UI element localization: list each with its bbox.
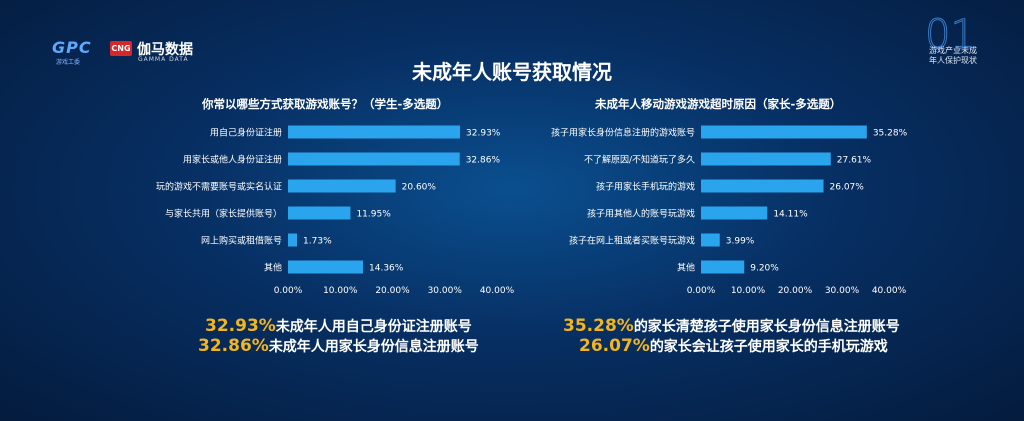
highlight-pct: 35.28% — [563, 316, 634, 336]
category-label: 用自己身份证注册 — [210, 127, 282, 139]
highlight-left-1: 32.93%未成年人用自己身份证注册账号 — [205, 316, 472, 336]
value-label: 32.86% — [466, 156, 501, 166]
value-label: 3.99% — [726, 237, 755, 247]
x-tick-label: 0.00% — [274, 286, 303, 296]
highlight-left-2: 32.86%未成年人用家长身份信息注册账号 — [198, 336, 479, 356]
value-label: 27.61% — [837, 156, 872, 166]
highlight-pct: 32.93% — [205, 316, 276, 336]
x-tick-label: 30.00% — [428, 286, 463, 296]
highlight-pct: 26.07% — [579, 336, 650, 356]
category-label: 其他 — [677, 262, 695, 274]
cng-logo-name: 伽马数据 — [137, 42, 193, 58]
left-chart-title: 你常以哪些方式获取游戏账号？（学生-多选题） — [202, 97, 449, 111]
category-label: 孩子用家长身份信息注册的游戏账号 — [551, 127, 695, 139]
bar — [288, 125, 461, 139]
highlight-text: 未成年人用自己身份证注册账号 — [275, 319, 472, 335]
bar — [288, 179, 396, 193]
section-label: 游戏产业未成 年人保护现状 — [923, 46, 983, 66]
x-tick-label: 10.00% — [731, 286, 766, 296]
bar — [701, 179, 824, 193]
highlight-right-1: 35.28%的家长清楚孩子使用家长身份信息注册账号 — [563, 316, 900, 336]
highlight-text: 的家长清楚孩子使用家长身份信息注册账号 — [633, 319, 900, 335]
chart-0: 用自己身份证注册 32.93% 用家长或他人身份证注册 32.86% 玩的游戏不需要账号… — [156, 125, 515, 296]
bar — [288, 260, 364, 274]
right-chart-title: 未成年人移动游戏游戏超时原因（家长-多选题） — [595, 97, 842, 111]
cng-logo-subtitle: GAMMA DATA — [138, 56, 189, 63]
x-tick-label: 40.00% — [872, 286, 907, 296]
x-tick-label: 40.00% — [480, 286, 515, 296]
x-tick-label: 30.00% — [825, 286, 860, 296]
bar — [288, 206, 351, 220]
value-label: 11.95% — [356, 210, 391, 220]
value-label: 1.73% — [303, 237, 332, 247]
highlight-right-2: 26.07%的家长会让孩子使用家长的手机玩游戏 — [579, 336, 888, 356]
x-tick-label: 10.00% — [323, 286, 358, 296]
chart-1: 孩子用家长身份信息注册的游戏账号 35.28% 不了解原因/不知道玩了多久 27.61… — [551, 125, 908, 296]
highlight-text: 的家长会让孩子使用家长的手机玩游戏 — [649, 339, 888, 355]
highlight-text: 未成年人用家长身份信息注册账号 — [268, 339, 479, 355]
category-label: 孩子在网上租或者买账号玩游戏 — [569, 235, 695, 247]
highlight-pct: 32.86% — [198, 336, 269, 356]
bar — [701, 206, 768, 220]
category-label: 用家长或他人身份证注册 — [183, 154, 282, 166]
bar — [701, 152, 831, 166]
section-number: 01 — [925, 12, 977, 59]
category-label: 孩子用其他人的账号玩游戏 — [587, 208, 695, 220]
value-label: 14.11% — [773, 210, 808, 220]
value-label: 35.28% — [873, 129, 908, 139]
x-tick-label: 20.00% — [778, 286, 813, 296]
value-label: 14.36% — [369, 264, 404, 274]
category-label: 网上购买或租借账号 — [201, 235, 282, 247]
bar — [288, 233, 298, 247]
bar — [701, 125, 867, 139]
x-tick-label: 20.00% — [375, 286, 410, 296]
value-label: 26.07% — [830, 183, 865, 193]
gpc-logo: GPC — [52, 38, 92, 57]
category-label: 其他 — [264, 262, 282, 274]
gpc-logo-subtitle: 游戏工委 — [56, 59, 81, 66]
section-label-line2: 年人保护现状 — [929, 56, 977, 65]
value-label: 20.60% — [402, 183, 437, 193]
value-label: 9.20% — [750, 264, 779, 274]
bar — [288, 152, 460, 166]
category-label: 孩子用家长手机玩的游戏 — [596, 181, 695, 193]
page-title: 未成年人账号获取情况 — [412, 60, 612, 84]
section-label-line1: 游戏产业未成 — [929, 46, 977, 55]
cng-logo-badge: CNG — [110, 41, 132, 56]
x-tick-label: 0.00% — [687, 286, 716, 296]
category-label: 玩的游戏不需要账号或实名认证 — [156, 181, 282, 193]
bar — [701, 233, 720, 247]
category-label: 与家长共用（家长提供账号） — [165, 208, 282, 220]
category-label: 不了解原因/不知道玩了多久 — [584, 154, 695, 166]
bar — [701, 260, 745, 274]
value-label: 32.93% — [466, 129, 501, 139]
